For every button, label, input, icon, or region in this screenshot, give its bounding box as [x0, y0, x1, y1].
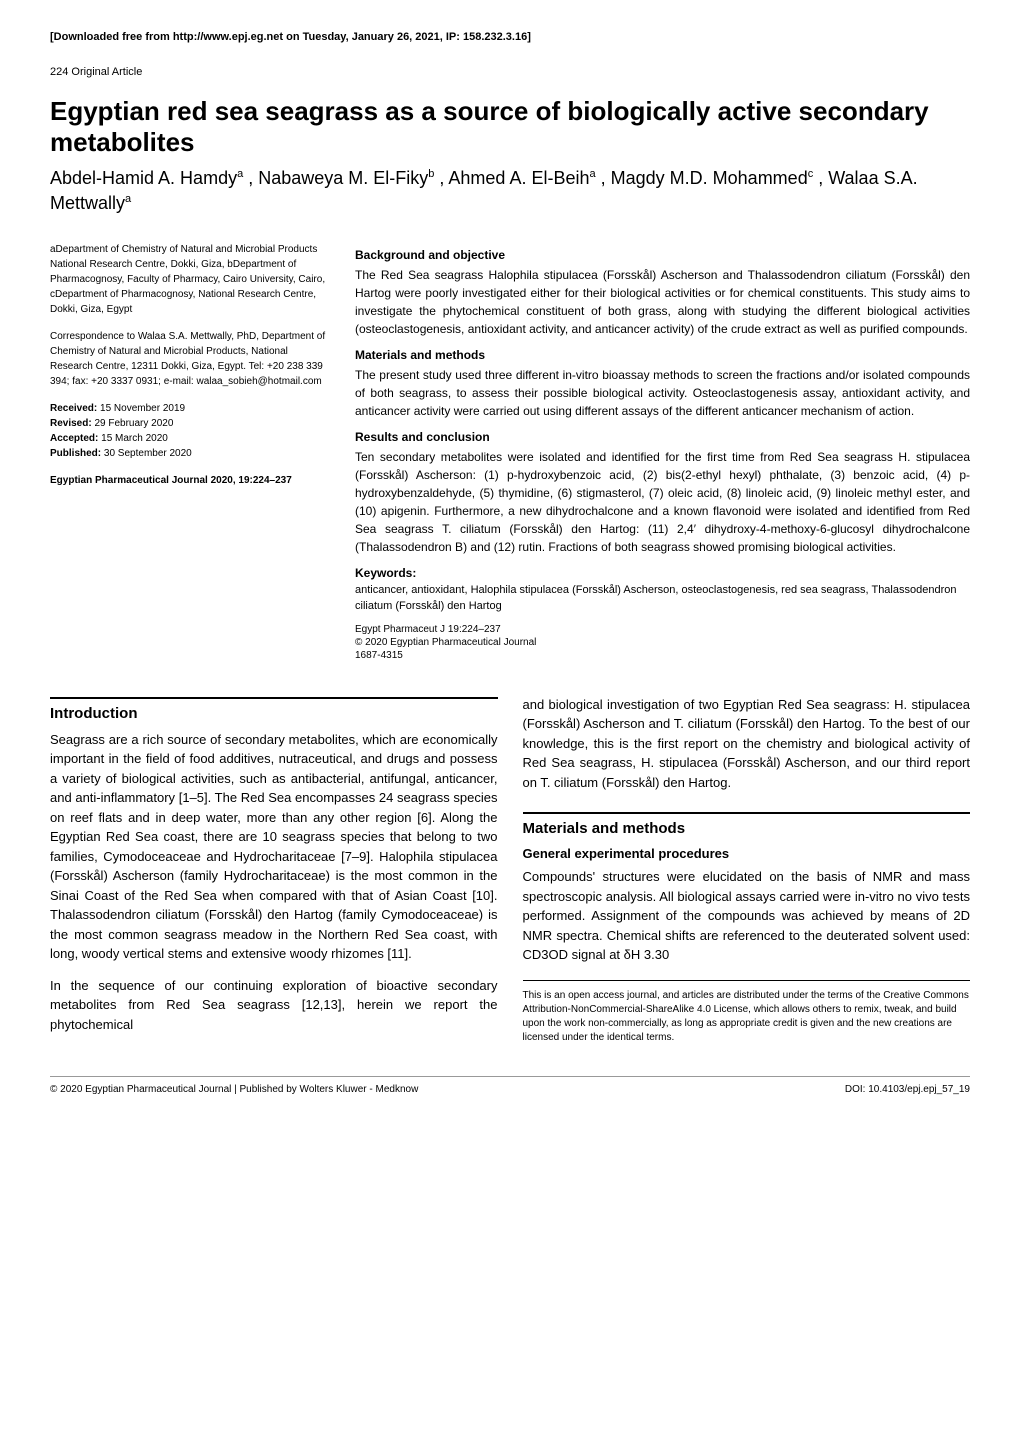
keywords-label: Keywords: — [355, 564, 970, 582]
author-3: , Ahmed A. El-Beih — [439, 168, 589, 188]
intro-paragraph-1: Seagrass are a rich source of secondary … — [50, 730, 498, 964]
intro-paragraph-3: and biological investigation of two Egyp… — [523, 695, 971, 793]
author-2: , Nabaweya M. El-Fiky — [248, 168, 428, 188]
materials-methods-heading: Materials and methods — [355, 346, 970, 364]
intro-paragraph-2: In the sequence of our continuing explor… — [50, 976, 498, 1035]
footer-left: © 2020 Egyptian Pharmaceutical Journal |… — [50, 1083, 418, 1097]
body-two-column: Introduction Seagrass are a rich source … — [50, 677, 970, 1047]
header-two-column: aDepartment of Chemistry of Natural and … — [50, 242, 970, 662]
materials-methods-text: The present study used three different i… — [355, 366, 970, 420]
body-left-column: Introduction Seagrass are a rich source … — [50, 677, 498, 1047]
publication-dates: Received: 15 November 2019 Revised: 29 F… — [50, 401, 330, 461]
citation-line-3: 1687-4315 — [355, 649, 970, 662]
revised-date: 29 February 2020 — [92, 418, 174, 429]
general-procedures-heading: General experimental procedures — [523, 845, 971, 863]
published-date: 30 September 2020 — [101, 448, 192, 459]
journal-ref-text: Egyptian Pharmaceutical Journal 2020, 19… — [50, 475, 292, 486]
section-rule — [50, 697, 498, 699]
citation-block: Egypt Pharmaceut J 19:224–237 © 2020 Egy… — [355, 623, 970, 662]
background-text: The Red Sea seagrass Halophila stipulace… — [355, 266, 970, 338]
materials-methods-section-heading: Materials and methods — [523, 818, 971, 839]
page-header: 224 Original Article — [50, 65, 970, 80]
author-1-sup: a — [237, 168, 243, 180]
abstract-column: Background and objective The Red Sea sea… — [355, 242, 970, 662]
author-4-sup: c — [808, 168, 814, 180]
affiliations: aDepartment of Chemistry of Natural and … — [50, 242, 330, 317]
received-date: 15 November 2019 — [97, 403, 185, 414]
article-title: Egyptian red sea seagrass as a source of… — [50, 96, 970, 158]
download-banner: [Downloaded free from http://www.epj.eg.… — [50, 30, 970, 45]
published-label: Published: — [50, 448, 101, 459]
license-footnote: This is an open access journal, and arti… — [523, 980, 971, 1045]
results-conclusion-text: Ten secondary metabolites were isolated … — [355, 448, 970, 556]
footer-right: DOI: 10.4103/epj.epj_57_19 — [845, 1083, 970, 1097]
author-1: Abdel-Hamid A. Hamdy — [50, 168, 237, 188]
general-procedures-text: Compounds' structures were elucidated on… — [523, 867, 971, 965]
author-2-sup: b — [428, 168, 434, 180]
keywords-text: anticancer, antioxidant, Halophila stipu… — [355, 582, 970, 615]
accepted-date: 15 March 2020 — [98, 433, 168, 444]
author-4: , Magdy M.D. Mohammed — [601, 168, 808, 188]
citation-line-2: © 2020 Egyptian Pharmaceutical Journal — [355, 636, 970, 649]
body-right-column: and biological investigation of two Egyp… — [523, 677, 971, 1047]
received-label: Received: — [50, 403, 97, 414]
section-rule-2 — [523, 812, 971, 814]
metadata-column: aDepartment of Chemistry of Natural and … — [50, 242, 330, 662]
introduction-heading: Introduction — [50, 703, 498, 724]
citation-line-1: Egypt Pharmaceut J 19:224–237 — [355, 623, 970, 636]
results-conclusion-heading: Results and conclusion — [355, 428, 970, 446]
author-5-sup: a — [125, 193, 131, 205]
correspondence: Correspondence to Walaa S.A. Mettwally, … — [50, 329, 330, 389]
revised-label: Revised: — [50, 418, 92, 429]
journal-reference: Egyptian Pharmaceutical Journal 2020, 19… — [50, 473, 330, 488]
author-list: Abdel-Hamid A. Hamdya , Nabaweya M. El-F… — [50, 166, 970, 216]
author-3-sup: a — [590, 168, 596, 180]
background-heading: Background and objective — [355, 246, 970, 264]
page-footer: © 2020 Egyptian Pharmaceutical Journal |… — [50, 1076, 970, 1097]
accepted-label: Accepted: — [50, 433, 98, 444]
